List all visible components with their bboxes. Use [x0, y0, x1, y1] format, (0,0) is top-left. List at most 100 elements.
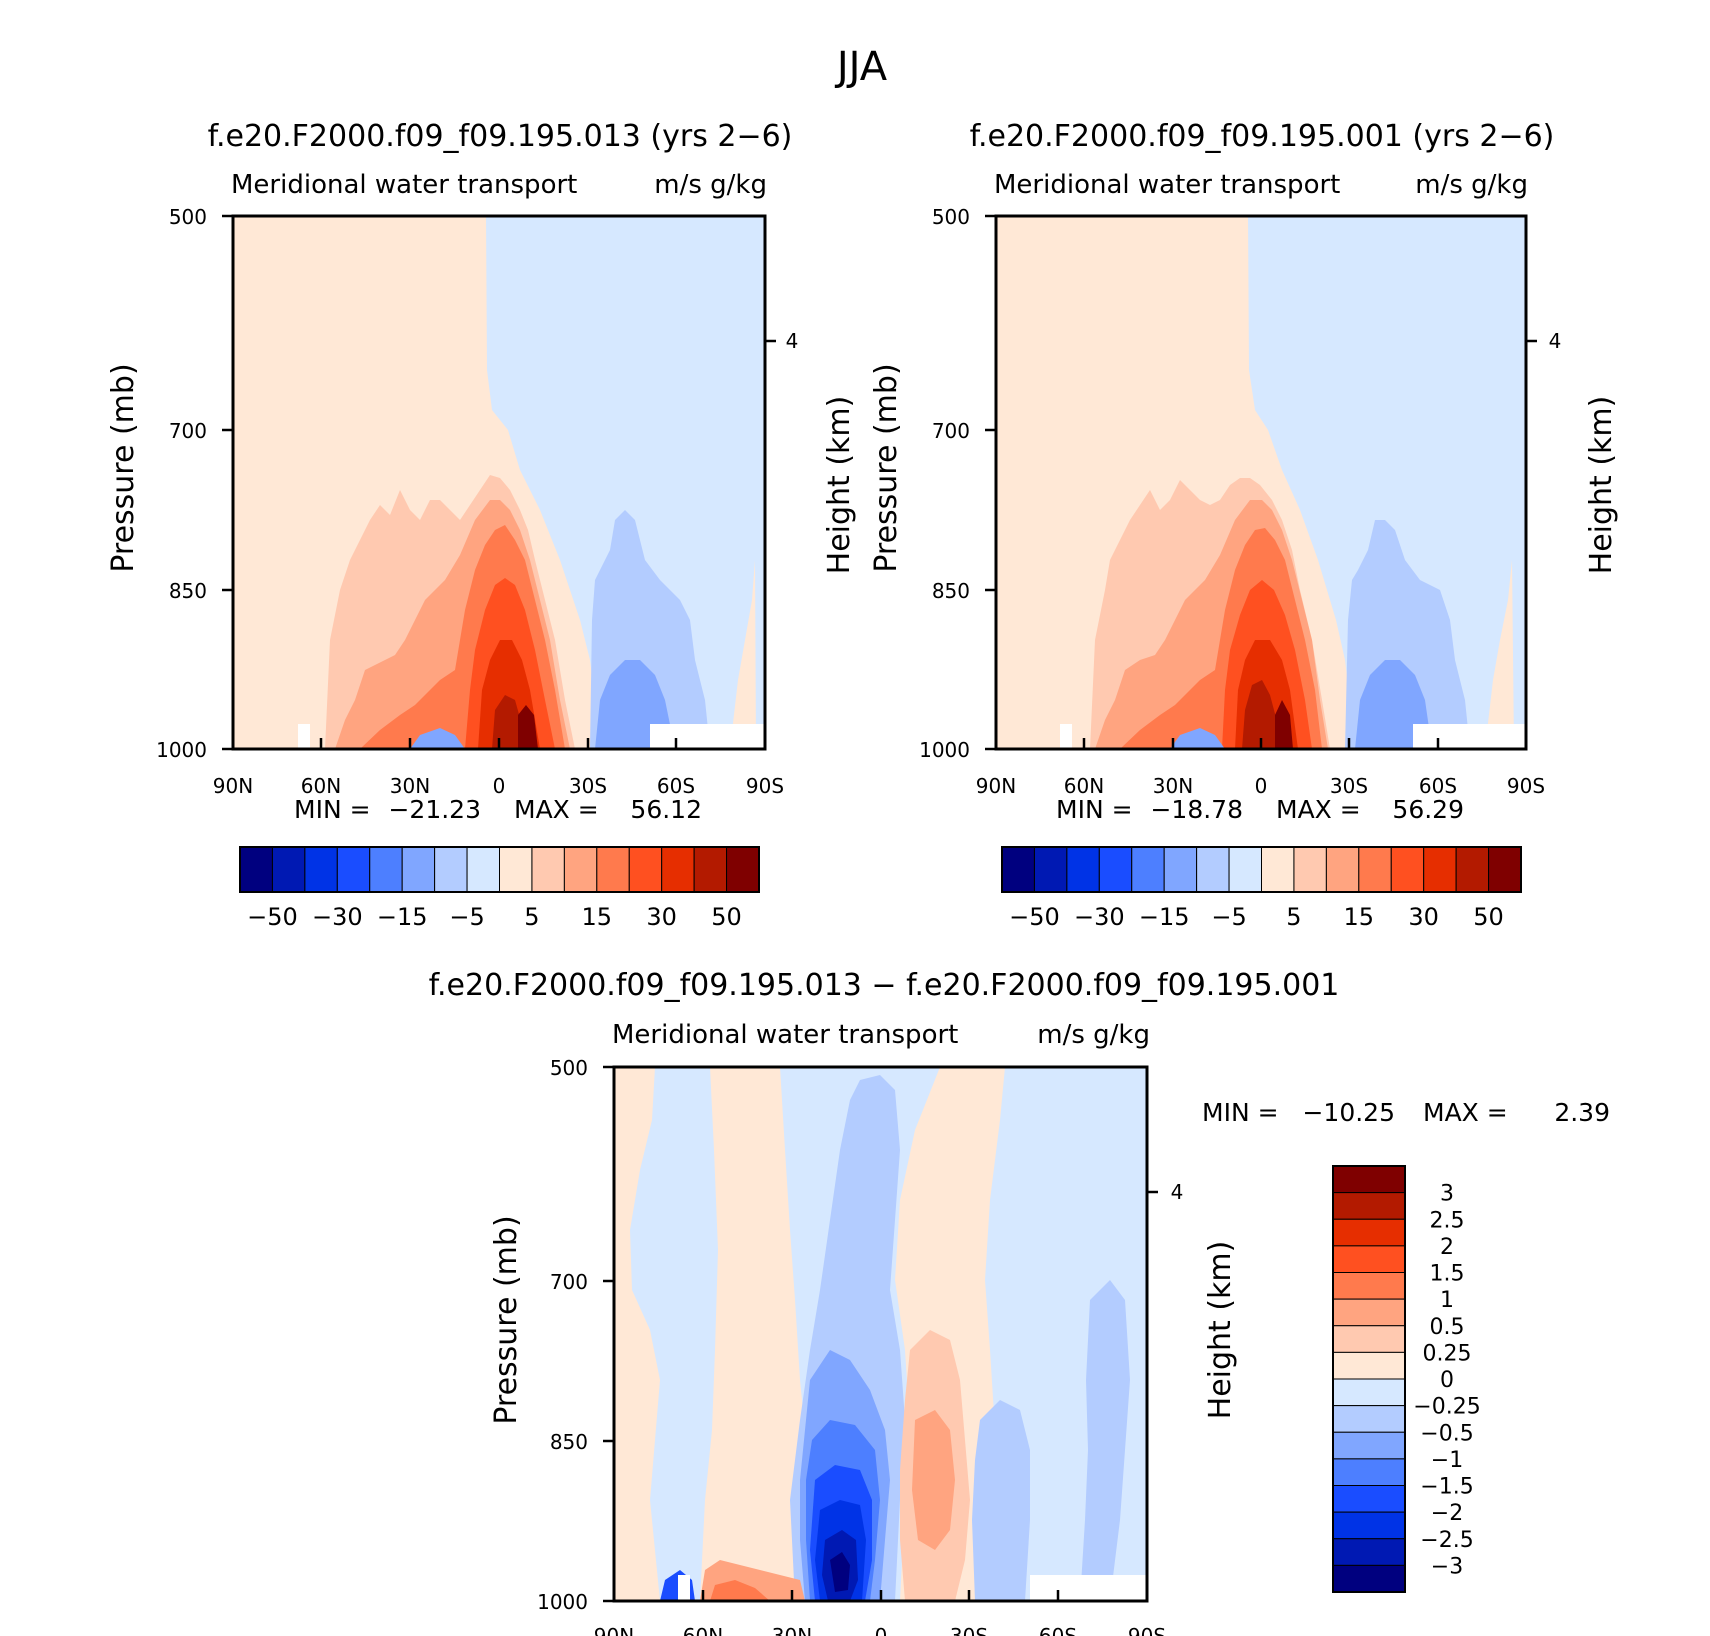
- panel-1-missing-data: [650, 724, 765, 749]
- panel-1-colorbar-label-2: −15: [377, 903, 428, 931]
- panel-3-colorbar: 3 2.5 2 1.5 1 0.5 0.25 0 −0.25 −0.5 −1 −…: [1332, 1165, 1481, 1593]
- panel-3-colorbar-box-12: [1332, 1485, 1406, 1513]
- panel-3-negative-far-south: [1080, 1280, 1130, 1601]
- panel-3-max-value: 2.39: [1554, 1098, 1610, 1127]
- panel-3-contour-field: [614, 1067, 1147, 1601]
- panel-2-xtick-4: 30S: [1330, 774, 1368, 798]
- panel-2-missing-data: [1413, 724, 1526, 749]
- panel-2-colorbar: −50 −30 −15 −5 5 15 30 50: [1001, 846, 1522, 931]
- panel-3: f.e20.F2000.f09_f09.195.013 − f.e20.F200…: [429, 968, 1610, 1636]
- panel-2-positive-fringe: [1485, 560, 1514, 749]
- panel-2-ytick-2: 850: [932, 579, 970, 603]
- panel-2-max-value: 56.29: [1392, 795, 1464, 824]
- panel-2-min-value: −18.78: [1150, 795, 1243, 824]
- panel-1-colorbar-box-14: [693, 846, 728, 893]
- panel-3-colorbar-box-14: [1332, 1538, 1406, 1566]
- panel-1-colorbar-box-13: [661, 846, 695, 893]
- panel-1-title: f.e20.F2000.f09_f09.195.013 (yrs 2−6): [208, 119, 793, 154]
- panel-1-colorbar-box-9: [531, 846, 565, 893]
- panel-3-colorbar-label-11: −1.5: [1420, 1475, 1473, 1500]
- panel-3-colorbar-box-3: [1332, 1245, 1406, 1274]
- panel-1-colorbar-box-3: [336, 846, 371, 893]
- panel-2-title: f.e20.F2000.f09_f09.195.001 (yrs 2−6): [970, 119, 1555, 154]
- panel-2-max-label: MAX =: [1276, 795, 1361, 824]
- panel-3-colorbar-label-10: −1: [1431, 1448, 1463, 1473]
- panel-1-colorbar-box-11: [596, 846, 630, 893]
- panel-3-xtick-5: 60S: [1039, 1624, 1077, 1636]
- panel-1-colorbar-box-10: [563, 846, 598, 893]
- panel-2-colorbar-box-11: [1358, 846, 1392, 893]
- panel-3-colorbar-box-8: [1332, 1378, 1406, 1407]
- panel-1-near-surface-low: [410, 728, 465, 749]
- panel-3-colorbar-box-5: [1332, 1298, 1406, 1327]
- panel-3-missing-data: [1030, 1575, 1147, 1601]
- panel-2-colorbar-box-12: [1390, 846, 1425, 893]
- panel-1-colorbar: −50 −30 −15 −5 5 15 30 50: [239, 846, 760, 931]
- panel-2-units: m/s g/kg: [1415, 170, 1528, 200]
- panel-3-colorbar-label-0: 3: [1440, 1182, 1454, 1207]
- panel-3-colorbar-label-6: 0.25: [1423, 1341, 1472, 1366]
- panel-3-ylabel: Pressure (mb): [489, 1215, 524, 1424]
- panel-3-colorbar-box-10: [1332, 1431, 1406, 1460]
- panel-3-colorbar-box-0: [1332, 1165, 1406, 1194]
- panel-2-colorbar-label-7: 50: [1473, 903, 1504, 931]
- panel-1-colorbar-label-5: 15: [582, 903, 613, 931]
- panel-1: f.e20.F2000.f09_f09.195.013 (yrs 2−6) Me…: [106, 119, 857, 931]
- panel-3-ylabel-right: Height (km): [1203, 1241, 1238, 1420]
- panel-3-xtick-0: 90N: [594, 1624, 634, 1636]
- panel-3-xtick-6: 90S: [1128, 1624, 1166, 1636]
- panel-2-colorbar-box-10: [1325, 846, 1360, 893]
- panel-3-colorbar-label-4: 1: [1440, 1288, 1454, 1313]
- panel-3-colorbar-box-7: [1332, 1351, 1406, 1380]
- panel-3-colorbar-label-1: 2.5: [1430, 1208, 1465, 1233]
- panel-2-colorbar-frame: [1001, 846, 1522, 893]
- panel-2: f.e20.F2000.f09_f09.195.001 (yrs 2−6) Me…: [869, 119, 1619, 931]
- panel-3-colorbar-label-9: −0.5: [1420, 1421, 1473, 1446]
- panel-1-missing-data-2: [298, 724, 310, 749]
- panel-1-contour-field: [233, 216, 765, 749]
- panel-1-colorbar-label-0: −50: [247, 903, 298, 931]
- panel-3-tick-marks: [603, 1065, 1158, 1603]
- panel-2-tick-marks: [985, 214, 1537, 751]
- panel-3-colorbar-label-13: −2.5: [1420, 1528, 1473, 1553]
- panel-3-colorbar-box-1: [1332, 1192, 1406, 1220]
- panel-3-colorbar-box-15: [1332, 1564, 1406, 1593]
- panel-1-min-value: −21.23: [388, 795, 481, 824]
- panel-1-colorbar-box-5: [401, 846, 436, 893]
- panel-3-min-label: MIN =: [1202, 1098, 1279, 1127]
- panel-2-colorbar-label-2: −15: [1139, 903, 1190, 931]
- panel-3-colorbar-box-2: [1332, 1218, 1406, 1247]
- panel-2-near-surface-low: [1170, 728, 1225, 749]
- panel-2-subtitle: Meridional water transport: [994, 170, 1340, 200]
- panel-3-colorbar-label-2: 2: [1440, 1235, 1454, 1260]
- panel-2-colorbar-box-7: [1228, 846, 1263, 893]
- panel-1-ylabel-right: Height (km): [822, 396, 857, 575]
- panel-2-colorbar-box-6: [1196, 846, 1230, 893]
- panel-1-colorbar-box-6: [434, 846, 468, 893]
- panel-2-colorbar-label-1: −30: [1074, 903, 1125, 931]
- panel-3-ytick-3: 1000: [537, 1590, 588, 1614]
- panel-1-colorbar-label-4: 5: [524, 903, 539, 931]
- panel-1-ytick-1: 700: [169, 419, 207, 443]
- panel-3-ytick-0: 500: [550, 1056, 588, 1080]
- panel-2-xtick-1: 60N: [1064, 774, 1104, 798]
- panel-3-ytick-2: 850: [550, 1430, 588, 1454]
- panel-2-xtick-0: 90N: [976, 774, 1016, 798]
- panel-3-ytick-right-0: 4: [1171, 1180, 1184, 1204]
- panel-1-xtick-0: 90N: [213, 774, 253, 798]
- panel-2-colorbar-box-14: [1455, 846, 1490, 893]
- panel-2-ylabel-right: Height (km): [1584, 396, 1619, 575]
- panel-1-min-label: MIN =: [294, 795, 371, 824]
- panel-2-colorbar-box-8: [1261, 846, 1295, 893]
- panel-3-max-label: MAX =: [1423, 1098, 1508, 1127]
- figure-title: JJA: [834, 44, 888, 90]
- panel-3-negative-south: [972, 1400, 1030, 1601]
- panel-2-colorbar-label-5: 15: [1344, 903, 1375, 931]
- panel-3-colorbar-label-7: 0: [1440, 1368, 1454, 1393]
- panel-1-positive-fringe: [730, 560, 756, 749]
- panel-1-contour-55: [518, 705, 538, 749]
- panel-2-colorbar-box-15: [1488, 846, 1522, 893]
- panel-1-colorbar-box-15: [726, 846, 760, 893]
- panel-3-title: f.e20.F2000.f09_f09.195.013 − f.e20.F200…: [429, 968, 1340, 1003]
- panel-2-xtick-2: 30N: [1153, 774, 1193, 798]
